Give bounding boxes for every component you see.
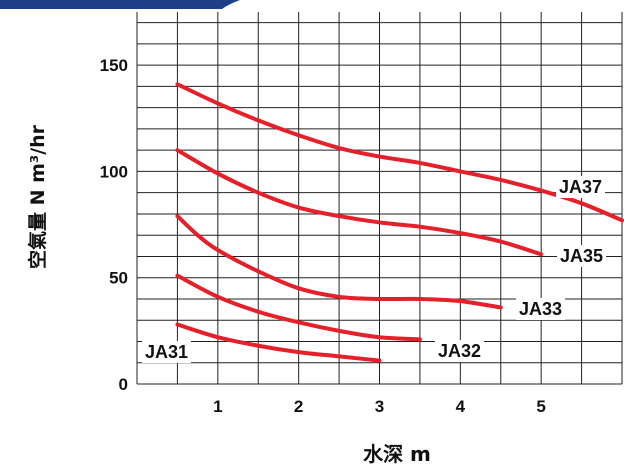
- series-label-bg: [516, 298, 566, 320]
- series-label-bg: [556, 176, 606, 198]
- x-tick-label: 3: [375, 397, 384, 416]
- series-label-ja31: JA31: [145, 342, 188, 362]
- series-label-bg: [142, 341, 192, 363]
- series-line-ja35: [175, 148, 544, 257]
- y-tick-label: 50: [109, 269, 128, 288]
- series-line-ja31: [175, 322, 382, 363]
- x-tick-label: 5: [536, 397, 545, 416]
- y-tick-label: 150: [100, 56, 128, 75]
- x-tick-label: 2: [294, 397, 303, 416]
- y-tick-label: 0: [119, 375, 128, 394]
- series-line-ja37: [175, 82, 624, 223]
- series-label-ja35: JA35: [560, 246, 603, 266]
- axis-titles: 水深 m 空氣量 N m³/hr: [26, 124, 431, 466]
- series-line-ja33: [175, 214, 503, 310]
- series-lines: [175, 82, 624, 363]
- series-label-bg: [557, 245, 607, 267]
- series-label-ja33: JA33: [519, 299, 562, 319]
- corner-decoration: [0, 0, 240, 9]
- series-label-ja37: JA37: [559, 177, 602, 197]
- x-axis-label: 水深 m: [363, 442, 431, 466]
- series-label-bg: [435, 340, 485, 362]
- x-tick-label: 4: [456, 397, 466, 416]
- series-labels: JA37 JA35 JA33 JA32 JA31: [142, 176, 607, 363]
- y-axis-label: 空氣量 N m³/hr: [26, 124, 49, 269]
- y-tick-label: 100: [100, 162, 128, 181]
- x-tick-label: 1: [213, 397, 222, 416]
- series-label-ja32: JA32: [438, 341, 481, 361]
- series-line-ja32: [175, 273, 422, 342]
